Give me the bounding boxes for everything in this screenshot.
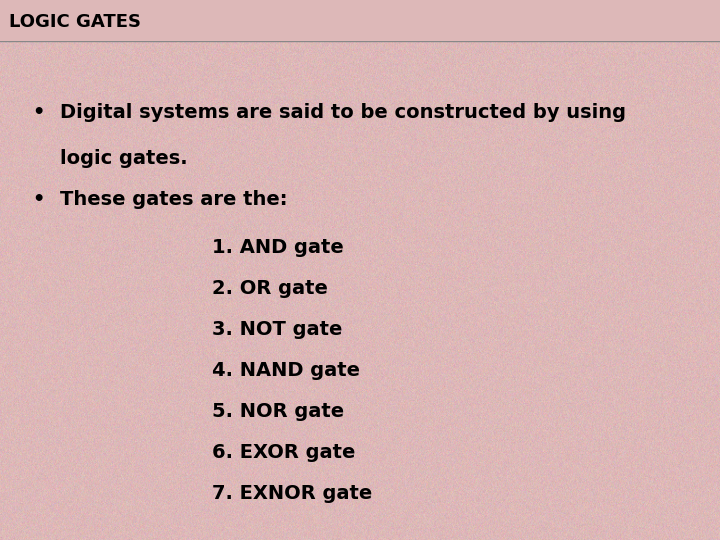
Text: logic gates.: logic gates.: [60, 149, 187, 168]
Text: 6. EXOR gate: 6. EXOR gate: [212, 443, 356, 462]
Text: 3. NOT gate: 3. NOT gate: [212, 320, 343, 339]
Text: 2. OR gate: 2. OR gate: [212, 279, 328, 298]
Text: •: •: [32, 103, 45, 122]
Text: 5. NOR gate: 5. NOR gate: [212, 402, 345, 421]
Text: 4. NAND gate: 4. NAND gate: [212, 361, 361, 380]
Text: Digital systems are said to be constructed by using: Digital systems are said to be construct…: [60, 103, 626, 122]
Text: 1. AND gate: 1. AND gate: [212, 238, 344, 257]
Text: •: •: [32, 191, 45, 210]
Text: LOGIC GATES: LOGIC GATES: [9, 14, 140, 31]
Text: 7. EXNOR gate: 7. EXNOR gate: [212, 483, 373, 503]
Text: These gates are the:: These gates are the:: [60, 191, 287, 210]
